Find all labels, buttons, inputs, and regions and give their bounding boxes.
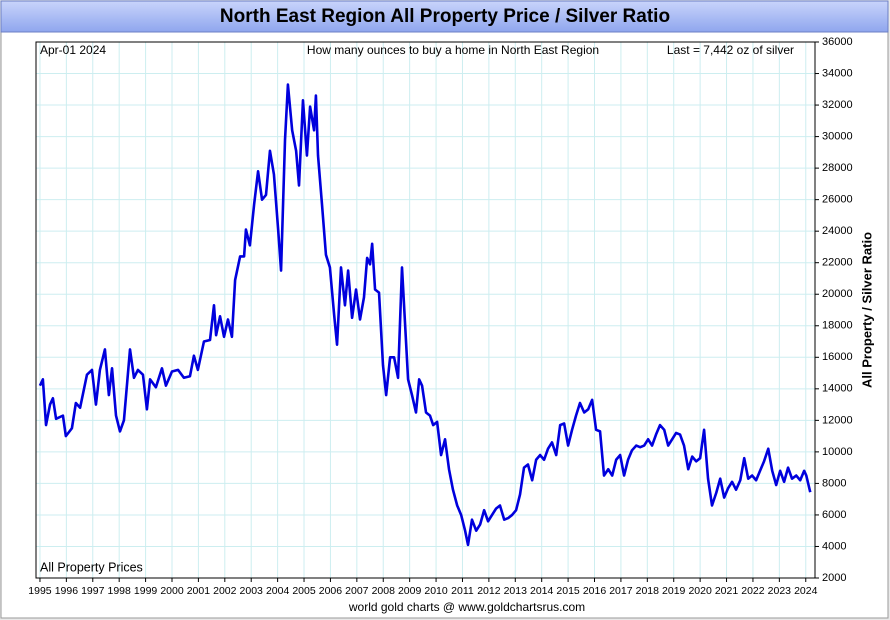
x-tick-label: 2021 [715, 585, 739, 597]
x-tick-label: 1996 [55, 585, 79, 597]
y-tick-label: 12000 [822, 414, 853, 426]
x-tick-label: 2011 [451, 585, 474, 597]
y-axis-label: All Property / Silver Ratio [859, 232, 874, 388]
x-tick-label: 2003 [240, 585, 264, 597]
x-tick-label: 2012 [477, 585, 501, 597]
x-tick-label: 2015 [556, 585, 580, 597]
y-tick-label: 10000 [822, 446, 853, 458]
x-tick-label: 2000 [160, 585, 184, 597]
x-tick-label: 2019 [662, 585, 686, 597]
x-tick-label: 2020 [688, 585, 712, 597]
y-tick-label: 6000 [822, 509, 846, 521]
chart-title: North East Region All Property Price / S… [220, 6, 670, 27]
x-tick-label: 2022 [741, 585, 765, 597]
x-tick-label: 2013 [504, 585, 528, 597]
x-tick-label: 2017 [609, 585, 633, 597]
y-tick-label: 32000 [822, 99, 853, 111]
footer: world gold charts @ www.goldchartsrus.co… [348, 600, 585, 614]
x-tick-label: 2024 [794, 585, 818, 597]
y-tick-label: 14000 [822, 383, 853, 395]
plot-area [36, 42, 815, 578]
x-tick-label: 1995 [28, 585, 52, 597]
subtitle: How many ounces to buy a home in North E… [307, 43, 599, 57]
y-tick-label: 36000 [822, 36, 853, 48]
x-tick-label: 2008 [372, 585, 396, 597]
y-tick-label: 18000 [822, 320, 853, 332]
x-tick-label: 1998 [108, 585, 132, 597]
x-tick-label: 2005 [292, 585, 316, 597]
y-tick-label: 4000 [822, 540, 846, 552]
x-tick-label: 2007 [345, 585, 369, 597]
legend-entry: All Property Prices [40, 560, 143, 574]
y-tick-label: 20000 [822, 288, 853, 300]
y-tick-label: 34000 [822, 67, 853, 79]
y-tick-label: 26000 [822, 194, 853, 206]
x-tick-label: 1997 [81, 585, 105, 597]
x-tick-label: 2009 [398, 585, 422, 597]
date-label: Apr-01 2024 [40, 43, 106, 57]
x-tick-label: 2002 [213, 585, 237, 597]
data-line [38, 83, 812, 547]
title-bar [0, 0, 889, 33]
x-tick-label: 2023 [768, 585, 792, 597]
x-tick-label: 2016 [583, 585, 607, 597]
y-tick-label: 8000 [822, 477, 846, 489]
x-tick-label: 2004 [266, 585, 290, 597]
y-tick-label: 22000 [822, 257, 853, 269]
y-tick-label: 16000 [822, 351, 853, 363]
x-tick-label: 2006 [319, 585, 343, 597]
plot-border [35, 41, 816, 579]
y-tick-label: 30000 [822, 130, 853, 142]
x-tick-label: 2018 [636, 585, 660, 597]
y-tick-label: 28000 [822, 162, 853, 174]
y-tick-label: 24000 [822, 225, 853, 237]
x-tick-label: 2001 [187, 585, 211, 597]
x-tick-label: 2014 [530, 585, 554, 597]
annotation: Last = 7,442 oz of silver [667, 43, 794, 57]
x-tick-label: 2010 [424, 585, 448, 597]
x-tick-label: 1999 [134, 585, 158, 597]
y-tick-label: 2000 [822, 572, 846, 584]
